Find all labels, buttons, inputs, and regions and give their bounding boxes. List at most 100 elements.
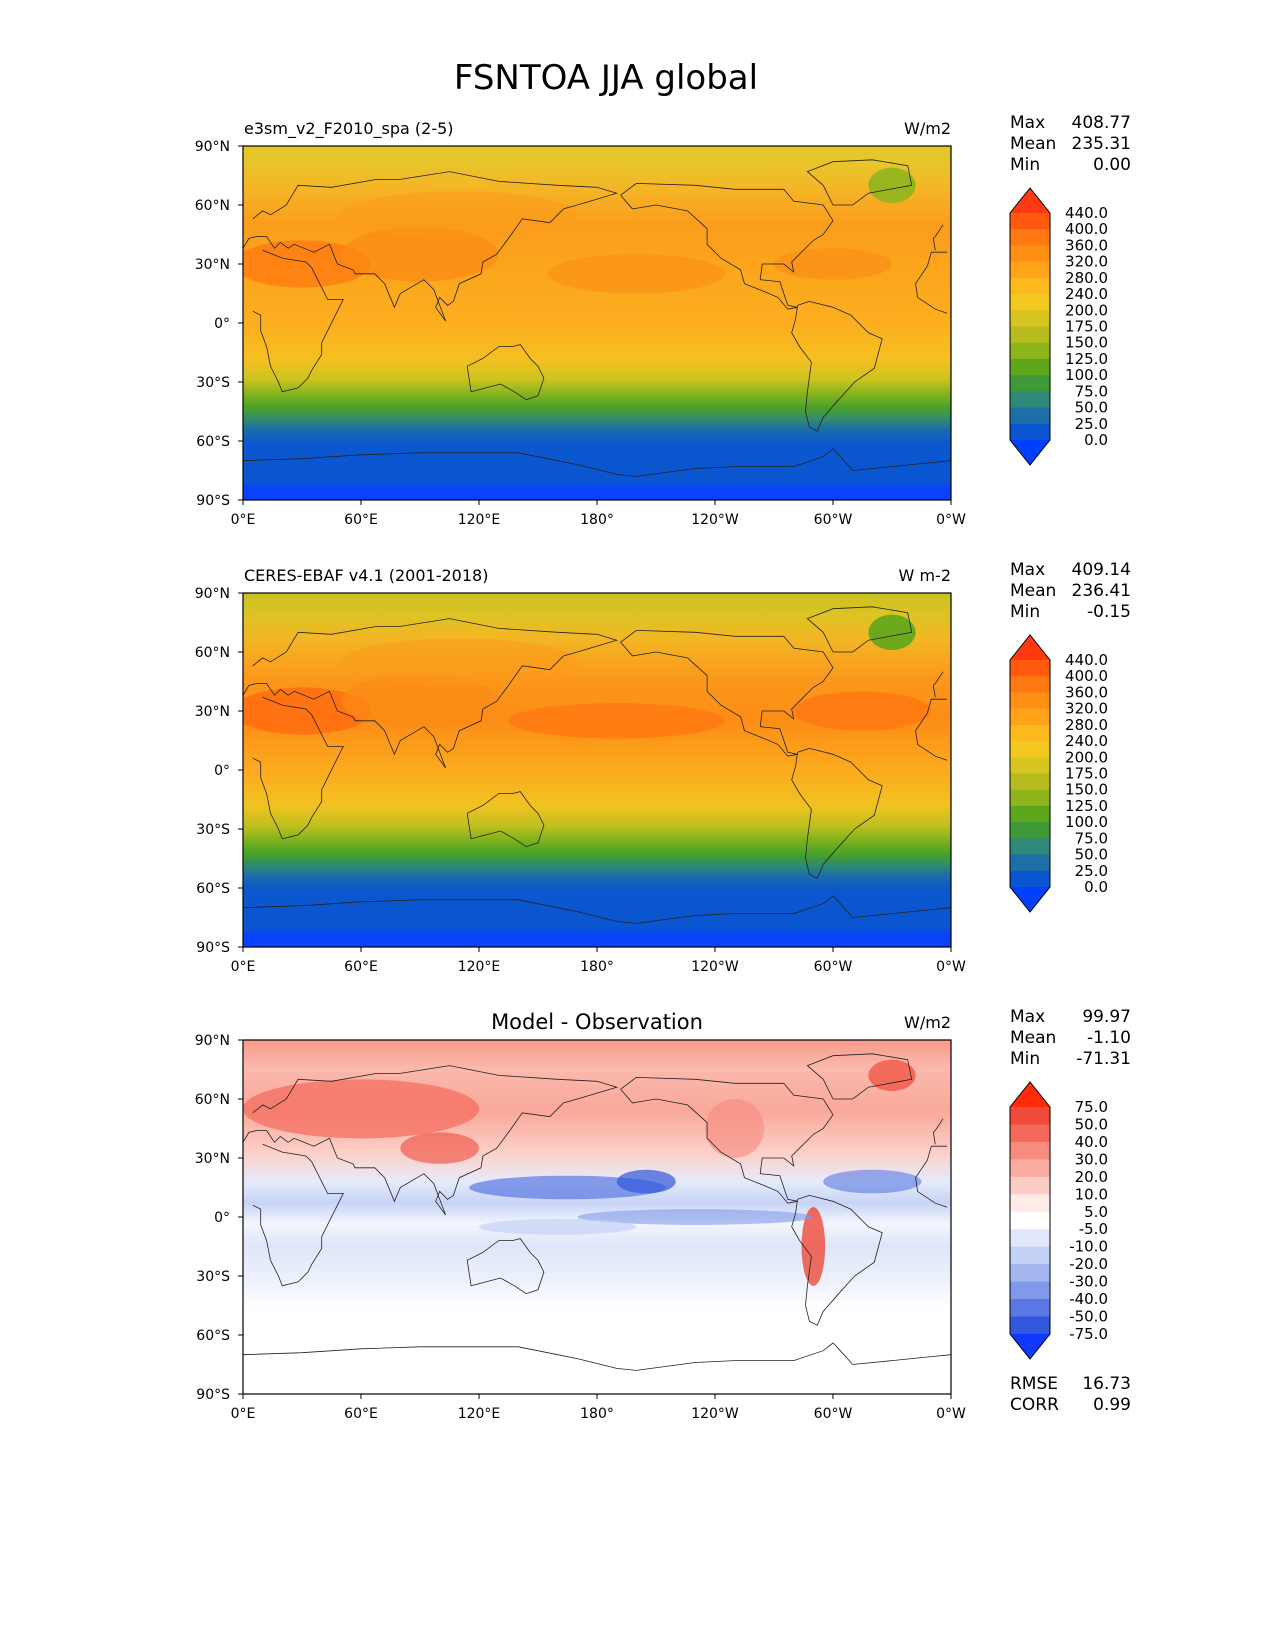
extra-stat-value: 16.73 bbox=[1082, 1374, 1131, 1394]
colorbar-segment bbox=[1010, 342, 1050, 360]
x-tick-label: 180° bbox=[580, 512, 614, 528]
colorbar-extend-max bbox=[1010, 1082, 1050, 1107]
colorbar-tick-label: 25.0 bbox=[1075, 862, 1108, 880]
colorbar-extend-max bbox=[1010, 635, 1050, 660]
stats-block: Max 99.97 Mean -1.10 Min -71.31 bbox=[1010, 1007, 1131, 1069]
colorbar-segment bbox=[1010, 358, 1050, 376]
field-anomaly bbox=[547, 254, 725, 294]
coastline bbox=[243, 618, 619, 769]
colorbar-outline bbox=[1009, 634, 1051, 913]
stat-label: Max bbox=[1010, 560, 1045, 580]
coastline bbox=[243, 895, 951, 924]
figure-title: FSNTOA JJA global bbox=[454, 58, 758, 98]
colorbar-segment bbox=[1010, 822, 1050, 839]
stat-value: -0.15 bbox=[1087, 602, 1131, 622]
colorbar-segment bbox=[1010, 1264, 1050, 1283]
coastline bbox=[932, 1130, 936, 1145]
colorbar-segment bbox=[1010, 660, 1050, 677]
y-tick-label: 90°S bbox=[196, 1387, 230, 1403]
coastline bbox=[243, 171, 619, 322]
x-tick-label: 0°E bbox=[231, 959, 256, 975]
colorbar-segment bbox=[1010, 423, 1050, 441]
colorbar-tick-label: 280.0 bbox=[1065, 269, 1108, 287]
coastline bbox=[932, 236, 936, 251]
colorbar-segment bbox=[1010, 1194, 1050, 1213]
stat-value: 408.77 bbox=[1072, 113, 1131, 133]
panel-1: 0°E 60°E 120°E 180° 120°W 60°W 0°W 90°N 60°N 30°N… bbox=[195, 113, 1131, 528]
colorbar-segment bbox=[1010, 213, 1050, 230]
y-tick-label: 0° bbox=[214, 763, 230, 779]
colorbar-tick-label: 440.0 bbox=[1065, 204, 1108, 222]
colorbar-tick-label: -40.0 bbox=[1069, 1290, 1108, 1308]
colorbar-tick-label: -10.0 bbox=[1069, 1238, 1108, 1256]
coastline bbox=[243, 1065, 619, 1216]
field-anomaly bbox=[616, 1169, 676, 1194]
colorbar: 440.0400.0360.0320.0280.0240.0200.0175.0… bbox=[1009, 187, 1108, 466]
panel-center-title: Model - Observation bbox=[491, 1010, 703, 1034]
panel-units: W m-2 bbox=[899, 566, 951, 585]
field-anomaly bbox=[823, 1169, 922, 1194]
x-tick-label: 60°E bbox=[344, 512, 378, 528]
colorbar-segment bbox=[1010, 1124, 1050, 1143]
colorbar-extend-min bbox=[1010, 887, 1050, 912]
x-tick-label: 0°W bbox=[936, 959, 966, 975]
stat-label: Min bbox=[1010, 1049, 1040, 1069]
colorbar-segment bbox=[1010, 773, 1050, 791]
panel-units: W/m2 bbox=[904, 119, 951, 138]
stat-label: Mean bbox=[1010, 581, 1056, 601]
colorbar-segment bbox=[1010, 1211, 1050, 1230]
y-tick-label: 0° bbox=[214, 1210, 230, 1226]
coastline bbox=[252, 1143, 344, 1287]
colorbar-segment bbox=[1010, 1141, 1050, 1160]
colorbar-segment bbox=[1010, 261, 1050, 279]
coastline bbox=[934, 224, 944, 237]
x-tick-label: 0°E bbox=[231, 512, 256, 528]
y-tick-label: 90°S bbox=[196, 493, 230, 509]
stat-label: Mean bbox=[1010, 1028, 1056, 1048]
field-anomaly bbox=[341, 226, 499, 282]
field-anomaly bbox=[774, 248, 892, 280]
colorbar-segment bbox=[1010, 870, 1050, 888]
colorbar-tick-label: 100.0 bbox=[1065, 813, 1108, 831]
stat-value: -71.31 bbox=[1076, 1049, 1131, 1069]
stat-value: -1.10 bbox=[1087, 1028, 1131, 1048]
field-anomaly bbox=[577, 1209, 814, 1225]
colorbar-tick-label: 175.0 bbox=[1065, 318, 1108, 336]
colorbar-segment bbox=[1010, 407, 1050, 425]
colorbar-segment bbox=[1010, 1107, 1050, 1125]
x-tick-label: 0°E bbox=[231, 1406, 256, 1422]
stat-label: Min bbox=[1010, 155, 1040, 175]
colorbar-tick-label: 50.0 bbox=[1075, 399, 1108, 417]
colorbar-tick-label: 400.0 bbox=[1065, 667, 1108, 685]
colorbar-tick-label: 5.0 bbox=[1084, 1203, 1108, 1221]
colorbar-tick-label: 25.0 bbox=[1075, 415, 1108, 433]
colorbar-segment bbox=[1010, 789, 1050, 807]
y-tick-label: 60°S bbox=[196, 881, 230, 897]
colorbar-tick-label: 400.0 bbox=[1065, 220, 1108, 238]
x-tick-label: 0°W bbox=[936, 512, 966, 528]
coastline bbox=[932, 683, 936, 698]
x-tick-label: 60°E bbox=[344, 1406, 378, 1422]
colorbar-segment bbox=[1010, 1229, 1050, 1248]
colorbar-tick-label: -75.0 bbox=[1069, 1325, 1108, 1343]
colorbar-segment bbox=[1010, 708, 1050, 726]
colorbar-tick-label: 240.0 bbox=[1065, 285, 1108, 303]
y-tick-label: 30°S bbox=[196, 1269, 230, 1285]
y-tick-label: 30°N bbox=[195, 704, 230, 720]
coastline bbox=[806, 1053, 913, 1100]
colorbar-tick-label: 200.0 bbox=[1065, 301, 1108, 319]
colorbar-tick-label: 75.0 bbox=[1075, 382, 1108, 400]
coastline bbox=[791, 1194, 883, 1326]
colorbar-segment bbox=[1010, 838, 1050, 856]
x-tick-label: 120°E bbox=[458, 512, 501, 528]
y-tick-label: 60°S bbox=[196, 434, 230, 450]
colorbar-segment bbox=[1010, 1316, 1050, 1335]
coastline bbox=[466, 791, 545, 848]
colorbar: 75.050.040.030.020.010.05.0-5.0-10.0-20.… bbox=[1009, 1081, 1108, 1360]
colorbar-tick-label: 440.0 bbox=[1065, 651, 1108, 669]
field-anomaly bbox=[508, 703, 725, 739]
colorbar-tick-label: 75.0 bbox=[1075, 829, 1108, 847]
colorbar-segment bbox=[1010, 310, 1050, 327]
colorbar-tick-label: 125.0 bbox=[1065, 797, 1108, 815]
field-anomaly bbox=[705, 1099, 765, 1158]
